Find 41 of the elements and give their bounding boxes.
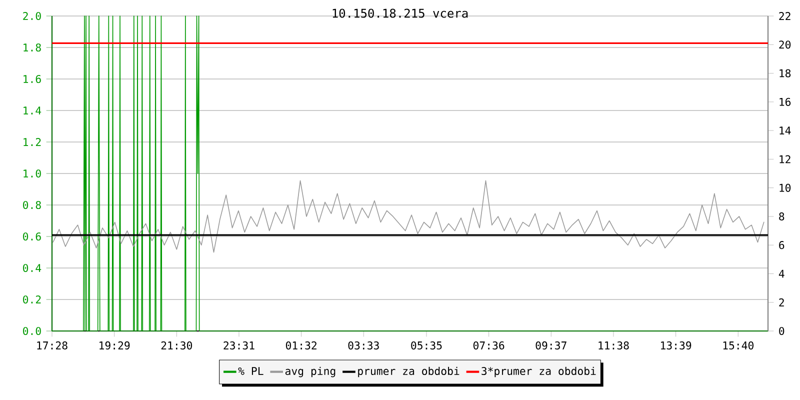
- y2-tick-label: 8: [779, 212, 784, 220]
- chart-title: 10.150.18.215 vcera: [332, 8, 468, 18]
- y-tick-label: 1.4: [24, 106, 42, 114]
- x-tick-label: 23:31: [224, 341, 254, 350]
- legend-label: prumer za obdobi: [358, 366, 460, 378]
- x-tick-label: 19:29: [100, 341, 130, 350]
- x-tick-label: 01:32: [286, 341, 316, 350]
- x-tick-label: 03:33: [348, 341, 379, 350]
- y2-tick-label: 22: [779, 12, 790, 20]
- y2-tick-label: 12: [780, 155, 790, 164]
- y-tick-label: 1.6: [24, 74, 41, 84]
- y2-tick-label: 20: [779, 40, 791, 49]
- x-tick-label: 11:38: [598, 341, 629, 350]
- legend-label: avg ping: [285, 366, 336, 378]
- y2-tick-label: 0: [779, 326, 784, 336]
- y2-tick-label: 16: [780, 98, 791, 106]
- y-tick-label: 0.4: [23, 264, 42, 272]
- y2-tick-label: 10: [780, 184, 791, 192]
- x-tick-label: 17:28: [37, 341, 68, 350]
- y-tick-label: 0.0: [23, 326, 41, 336]
- x-tick-label: 05:35: [411, 341, 442, 350]
- x-tick-label: 21:30: [161, 341, 192, 350]
- y2-tick-label: 4: [778, 270, 784, 278]
- y-tick-label: 0.6: [23, 232, 41, 241]
- y-tick-label: 0.8: [23, 200, 41, 210]
- y-tick-label: 0.2: [23, 295, 41, 304]
- legend-label: 3*prumer za obdobi: [482, 366, 596, 378]
- y2-tick-label: 6: [779, 241, 784, 250]
- y-tick-label: 1.8: [24, 43, 41, 52]
- y-tick-label: 1.0: [24, 169, 41, 178]
- line-series: [52, 180, 764, 253]
- x-tick-label: 15:40: [723, 341, 754, 350]
- x-tick-label: 09:37: [536, 341, 566, 350]
- y2-tick-label: 18: [780, 69, 791, 78]
- x-tick-label: 13:39: [661, 341, 692, 350]
- y-tick-label: 1.2: [24, 138, 41, 146]
- y2-tick-label: 14: [780, 126, 791, 134]
- y-tick-label: 2.0: [23, 12, 41, 20]
- legend-label: % PL: [238, 367, 264, 375]
- x-tick-label: 07:36: [473, 341, 504, 350]
- y2-tick-label: 2: [779, 298, 784, 306]
